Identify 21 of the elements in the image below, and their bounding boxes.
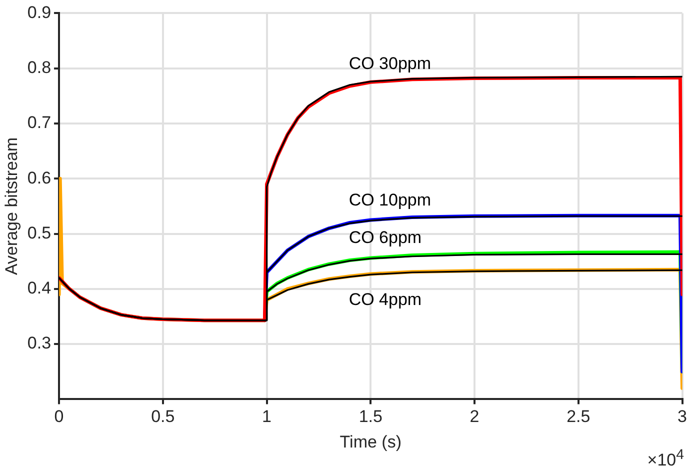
y-tick-label: 0.9 [27,2,52,22]
x-tick-label: 1 [262,407,272,426]
x-tick-label: 0.5 [151,407,175,426]
series-label: CO 30ppm [348,54,432,74]
y-axis-title: Average bitstream [2,137,21,276]
x-tick-label: 0 [54,407,64,426]
text: ×10$^{4}$ [647,447,684,471]
x-tick-label: 3 [678,407,688,426]
series-label: CO 6ppm [348,228,422,248]
y-tick-label: 0.7 [27,113,52,132]
x-tick-label: 2 [470,407,480,426]
series-label: CO 10ppm [348,190,432,210]
y-tick-label: 0.8 [27,58,52,78]
y-tick-label: 0.6 [27,168,52,188]
x-axis-title: Time (s) [340,432,402,452]
x-tick-label: 1.5 [358,407,382,426]
y-tick-label: 0.5 [27,223,52,242]
y-tick-label: 0.3 [27,334,52,353]
series-label: CO 4ppm [348,290,422,310]
y-tick-label: 0.4 [27,278,52,298]
x-tick-label: 2.5 [566,407,590,426]
